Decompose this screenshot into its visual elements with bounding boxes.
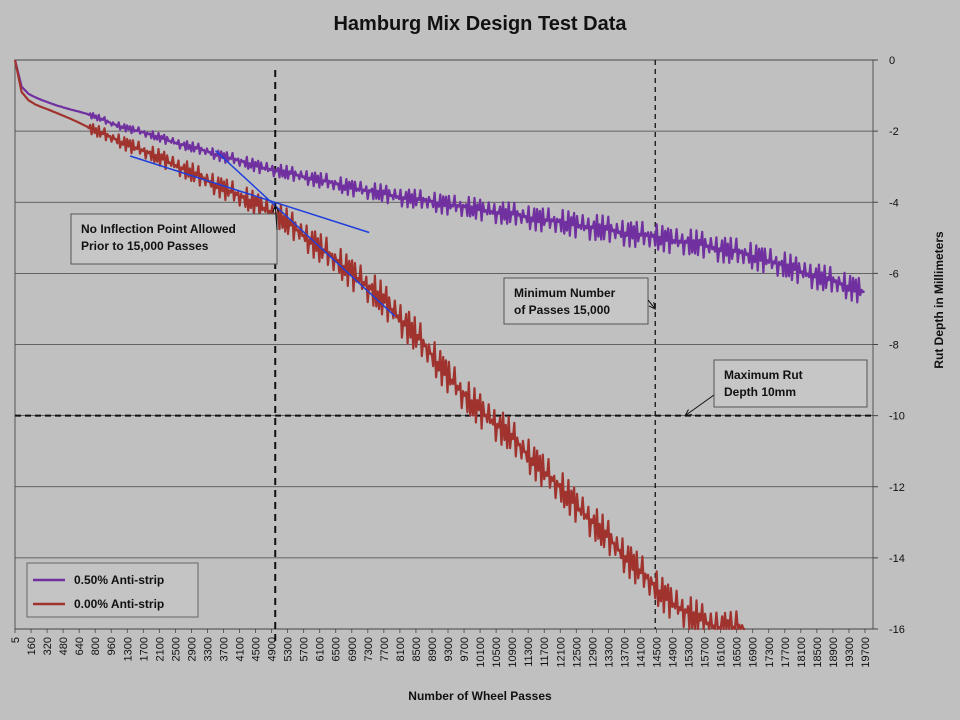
annotation-text: Depth 10mm <box>724 385 796 399</box>
x-tick-label: 10100 <box>475 637 487 668</box>
x-tick-label: 960 <box>106 637 118 655</box>
tangent-lines <box>129 150 396 317</box>
x-tick-label: 17700 <box>780 637 792 668</box>
x-tick-label: 12100 <box>555 637 567 668</box>
x-tick-label: 8500 <box>411 637 423 661</box>
x-tick-label: 19300 <box>844 637 856 668</box>
x-tick-label: 9300 <box>443 637 455 661</box>
x-tick-label: 640 <box>74 637 86 655</box>
annotation-box: Minimum Number of Passes 15,000 <box>503 277 656 325</box>
annotation-arrowhead <box>684 409 693 417</box>
reference-lines <box>15 60 873 641</box>
x-tick-label: 2100 <box>154 637 166 661</box>
annotation-frame <box>70 213 278 265</box>
x-tick-label: 1300 <box>122 637 134 661</box>
x-tick-label: 5 <box>10 637 22 643</box>
annotation-text: No Inflection Point Allowed <box>81 222 236 236</box>
y-axis-label: Rut Depth in Millimeters <box>932 231 946 369</box>
tangent-line-2 <box>214 150 396 317</box>
x-tick-label: 3300 <box>202 637 214 661</box>
y-tick-label: -6 <box>889 268 899 280</box>
x-tick-label: 2500 <box>170 637 182 661</box>
series-layer <box>13 59 866 631</box>
x-tick-label: 2900 <box>186 637 198 661</box>
x-tick-label: 14100 <box>635 637 647 668</box>
x-tick-label: 15300 <box>684 637 696 668</box>
x-tick-label: 320 <box>42 637 54 655</box>
x-tick-label: 480 <box>58 637 70 655</box>
y-axis-ticks: 0 -2 -4 -6 -8 -10 -12 -14 -16 <box>873 55 905 636</box>
x-tick-label: 11700 <box>539 637 551 667</box>
chart-title: Hamburg Mix Design Test Data <box>333 13 627 35</box>
annotation-text: of Passes 15,000 <box>514 303 610 317</box>
x-tick-label: 4100 <box>235 637 247 661</box>
y-tick-label: -4 <box>889 197 899 209</box>
x-tick-label: 4500 <box>251 637 263 661</box>
x-tick-label: 5300 <box>283 637 295 661</box>
x-tick-label: 11300 <box>523 637 535 667</box>
x-tick-label: 19700 <box>860 637 872 668</box>
annotation-arrowhead <box>648 302 656 310</box>
y-tick-label: -8 <box>889 340 899 352</box>
y-tick-label: -16 <box>889 624 905 636</box>
x-tick-label: 15700 <box>700 637 712 668</box>
x-tick-label: 6900 <box>347 637 359 661</box>
legend-entry: 0.00% Anti-strip <box>74 597 164 611</box>
x-tick-label: 14900 <box>668 637 680 668</box>
x-tick-label: 5700 <box>299 637 311 661</box>
x-tick-label: 7300 <box>363 637 375 661</box>
x-tick-label: 13700 <box>619 637 631 668</box>
x-tick-label: 12900 <box>587 637 599 668</box>
legend-frame <box>26 562 199 618</box>
annotations: No Inflection Point Allowed Prior to 15,0… <box>70 204 868 417</box>
tangent-line-1 <box>129 155 370 234</box>
x-tick-label: 13300 <box>603 637 615 668</box>
x-tick-label: 7700 <box>379 637 391 661</box>
series-line-000-anti-strip <box>13 59 745 631</box>
x-tick-label: 10900 <box>507 637 519 668</box>
annotation-box: No Inflection Point Allowed Prior to 15,0… <box>70 204 280 265</box>
x-tick-label: 3700 <box>218 637 230 661</box>
x-tick-label: 12500 <box>571 637 583 668</box>
annotation-arrow <box>274 205 278 231</box>
series-line-050-anti-strip <box>13 59 866 304</box>
annotation-frame <box>503 277 649 325</box>
x-tick-label: 160 <box>26 637 38 655</box>
annotation-text: Prior to 15,000 Passes <box>81 239 209 253</box>
annotation-text: Minimum Number <box>514 286 616 300</box>
y-tick-label: 0 <box>889 55 895 67</box>
x-tick-label: 6100 <box>315 637 327 661</box>
x-tick-label: 18500 <box>812 637 824 668</box>
x-tick-label: 800 <box>90 637 102 655</box>
x-tick-label: 14500 <box>651 637 663 668</box>
annotation-arrow <box>684 394 715 417</box>
annotation-box: Maximum Rut Depth 10mm <box>684 359 868 417</box>
x-tick-label: 18100 <box>796 637 808 668</box>
x-axis-label: Number of Wheel Passes <box>408 689 552 703</box>
annotation-frame <box>713 359 868 408</box>
annotation-arrow <box>647 299 656 310</box>
x-tick-label: 16500 <box>732 637 744 668</box>
y-tick-label: -2 <box>889 126 899 138</box>
x-tick-label: 18900 <box>828 637 840 668</box>
y-tick-label: -10 <box>889 411 905 423</box>
legend: 0.50% Anti-strip 0.00% Anti-strip <box>26 562 199 618</box>
x-tick-label: 1700 <box>138 637 150 661</box>
x-tick-label: 16100 <box>716 637 728 668</box>
x-tick-label: 4900 <box>267 637 279 661</box>
annotation-arrowhead <box>272 204 280 213</box>
x-axis-ticks: 5 160 320 480 640 800 960 1300 1700 2100 2500 2900 3… <box>10 628 873 668</box>
annotation-text: Maximum Rut <box>724 368 803 382</box>
x-tick-label: 8100 <box>395 637 407 661</box>
x-tick-label: 9700 <box>459 637 471 661</box>
x-tick-label: 10500 <box>491 637 503 668</box>
x-tick-label: 17300 <box>764 637 776 668</box>
x-tick-label: 16900 <box>748 637 760 668</box>
y-tick-label: -14 <box>889 553 905 565</box>
y-tick-label: -12 <box>889 482 905 494</box>
legend-entry: 0.50% Anti-strip <box>74 573 164 587</box>
x-tick-label: 8900 <box>427 637 439 661</box>
x-tick-label: 6500 <box>331 637 343 661</box>
